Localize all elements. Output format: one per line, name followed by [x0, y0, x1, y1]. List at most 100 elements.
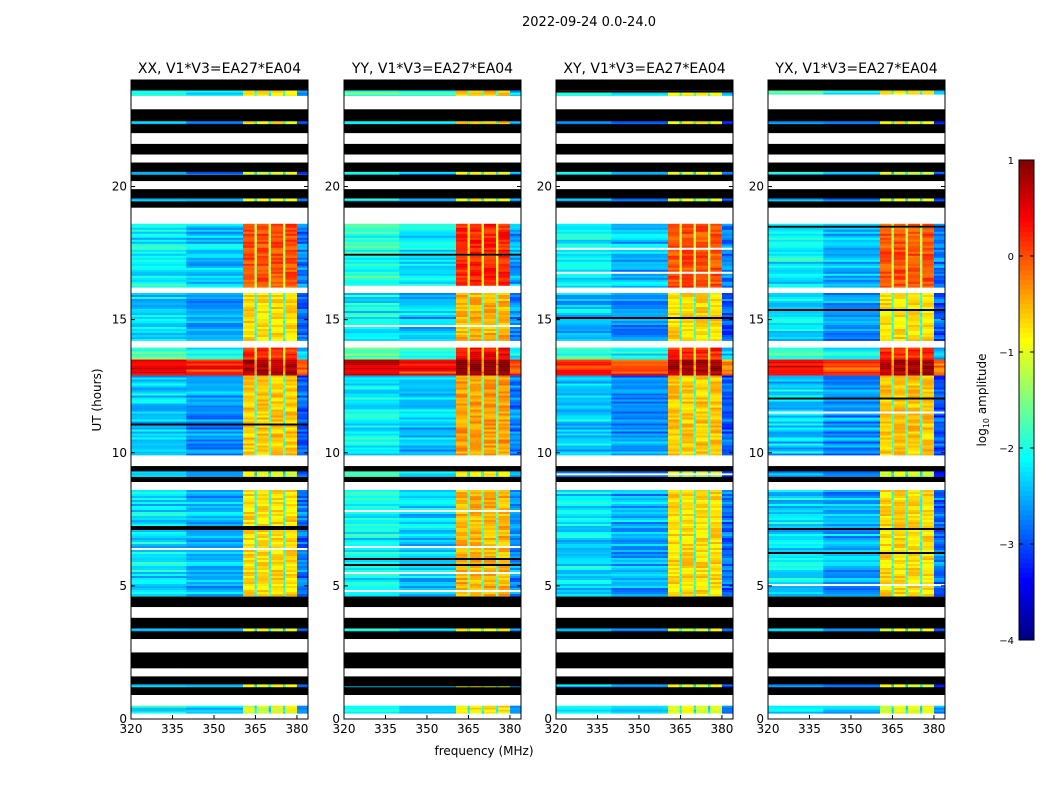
- heatmap-cell: [721, 200, 734, 202]
- heatmap-cell: [467, 439, 470, 442]
- heatmap-cell: [399, 265, 457, 268]
- heatmap-rfi-cell: [456, 313, 468, 316]
- blank-band: [131, 154, 308, 163]
- heatmap-cell: [296, 325, 309, 328]
- heatmap-rfi-cell: [270, 538, 284, 541]
- heatmap-cell: [344, 393, 400, 396]
- heatmap-cell: [131, 413, 187, 416]
- heatmap-cell: [708, 327, 711, 330]
- heatmap-rfi-cell: [695, 301, 709, 304]
- heatmap-rfi-cell: [710, 367, 722, 370]
- heatmap-cell: [481, 297, 484, 300]
- heatmap-rfi-cell: [710, 257, 722, 260]
- heatmap-rfi-cell: [243, 375, 255, 378]
- heatmap-rfi-cell: [498, 490, 510, 493]
- heatmap-cell: [509, 707, 522, 710]
- heatmap-cell: [708, 92, 711, 95]
- heatmap-rfi-cell: [456, 584, 468, 587]
- heatmap-cell: [131, 594, 187, 597]
- heatmap-cell: [496, 516, 499, 519]
- heatmap-cell: [708, 504, 711, 507]
- heatmap-cell: [509, 347, 522, 350]
- heatmap-cell: [268, 325, 271, 328]
- heatmap-cell: [693, 231, 696, 234]
- heatmap-rfi-cell: [483, 566, 497, 569]
- heatmap-cell: [481, 305, 484, 308]
- heatmap-rfi-cell: [681, 502, 694, 505]
- heatmap-cell: [296, 257, 309, 260]
- heatmap-cell: [708, 305, 711, 308]
- heatmap-cell: [509, 594, 522, 597]
- heatmap-rfi-cell: [710, 321, 722, 324]
- heatmap-cell: [254, 582, 257, 585]
- heatmap-rfi-cell: [243, 200, 255, 202]
- heatmap-cell: [496, 200, 499, 202]
- heatmap-cell: [283, 393, 286, 396]
- heatmap-cell: [467, 315, 470, 318]
- heatmap-cell: [268, 249, 271, 252]
- heatmap-cell: [611, 307, 669, 310]
- heatmap-rfi-cell: [270, 171, 284, 175]
- heatmap-cell: [399, 435, 457, 438]
- heatmap-cell: [254, 524, 257, 527]
- heatmap-rfi-cell: [483, 405, 497, 408]
- heatmap-cell: [268, 498, 271, 501]
- heatmap-cell: [509, 301, 522, 304]
- heatmap-rfi-cell: [483, 303, 497, 306]
- heatmap-cell: [467, 335, 470, 338]
- heatmap-cell: [131, 596, 187, 597]
- heatmap-rfi-cell: [285, 90, 297, 93]
- heatmap-cell: [131, 439, 187, 442]
- heatmap-cell: [268, 582, 271, 585]
- heatmap-rfi-cell: [681, 255, 694, 258]
- heatmap-cell: [611, 277, 669, 280]
- heatmap-rfi-cell: [456, 259, 468, 262]
- heatmap-cell: [509, 447, 522, 450]
- heatmap-rfi-cell: [681, 325, 694, 328]
- heatmap-rfi-cell: [498, 512, 510, 515]
- heatmap-cell: [693, 510, 696, 513]
- heatmap-cell: [556, 502, 612, 505]
- heatmap-cell: [254, 351, 257, 354]
- heatmap-rfi-cell: [456, 293, 468, 296]
- heatmap-rfi-cell: [270, 293, 284, 296]
- heatmap-cell: [496, 295, 499, 298]
- heatmap-cell: [344, 494, 400, 497]
- heatmap-rfi-cell: [456, 709, 468, 712]
- heatmap-rfi-cell: [695, 323, 709, 326]
- heatmap-cell: [399, 319, 457, 322]
- heatmap-cell: [467, 369, 470, 372]
- heatmap-cell: [344, 173, 400, 175]
- heatmap-cell: [254, 347, 257, 350]
- heatmap-rfi-cell: [285, 709, 297, 712]
- heatmap-cell: [296, 580, 309, 583]
- heatmap-cell: [467, 365, 470, 368]
- heatmap-rfi-cell: [243, 303, 255, 306]
- heatmap-cell: [611, 425, 669, 428]
- heatmap-cell: [611, 506, 669, 509]
- heatmap-cell: [509, 582, 522, 585]
- heatmap-rfi-cell: [256, 301, 269, 304]
- heatmap-cell: [344, 92, 400, 95]
- heatmap-rfi-cell: [456, 578, 468, 581]
- heatmap-cell: [721, 385, 734, 388]
- heatmap-rfi-cell: [243, 281, 255, 284]
- heatmap-cell: [283, 383, 286, 386]
- heatmap-cell: [296, 387, 309, 390]
- heatmap-cell: [283, 315, 286, 318]
- heatmap-cell: [131, 405, 187, 408]
- heatmap-cell: [721, 335, 734, 338]
- heatmap-gap-row: [344, 546, 521, 549]
- heatmap-cell: [611, 319, 669, 322]
- heatmap-cell: [399, 534, 457, 537]
- heatmap-rfi-cell: [270, 574, 284, 577]
- heatmap-cell: [467, 311, 470, 314]
- heatmap-cell: [131, 508, 187, 511]
- heatmap-cell: [693, 453, 696, 456]
- heatmap-cell: [481, 92, 484, 95]
- heatmap-rfi-cell: [270, 425, 284, 428]
- heatmap-cell: [509, 387, 522, 390]
- heatmap-rfi-cell: [243, 313, 255, 316]
- heatmap-cell: [556, 510, 612, 513]
- heatmap-cell: [679, 255, 682, 258]
